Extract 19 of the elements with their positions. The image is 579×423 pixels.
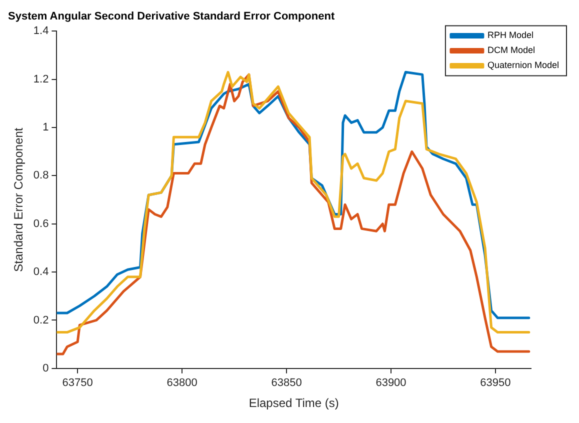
x-tick-label: 63900: [376, 377, 406, 390]
x-tick-label: 63950: [480, 377, 511, 390]
x-axis-title: Elapsed Time (s): [248, 396, 339, 410]
y-tick-label: 0.2: [33, 314, 49, 326]
y-tick-label: 1: [42, 122, 49, 134]
legend-label: DCM Model: [487, 45, 535, 56]
y-tick-label: 0.8: [33, 170, 49, 182]
legend-label: Quaternion Model: [487, 60, 560, 70]
y-tick-label: 0.4: [33, 266, 49, 278]
chart-title: System Angular Second Derivative Standard Error Component: [8, 10, 335, 23]
y-tick-label: 0: [42, 362, 49, 374]
y-axis-title: Standard Error Component: [12, 127, 26, 272]
y-tick-label: 1.2: [33, 73, 49, 86]
y-tick-label: 0.6: [33, 218, 49, 230]
x-tick-label: 63850: [271, 377, 302, 390]
x-tick-label: 63800: [166, 377, 198, 390]
legend-label: RPH Model: [487, 30, 534, 40]
y-tick-label: 1.4: [33, 25, 49, 38]
x-tick-label: 63750: [62, 377, 93, 390]
